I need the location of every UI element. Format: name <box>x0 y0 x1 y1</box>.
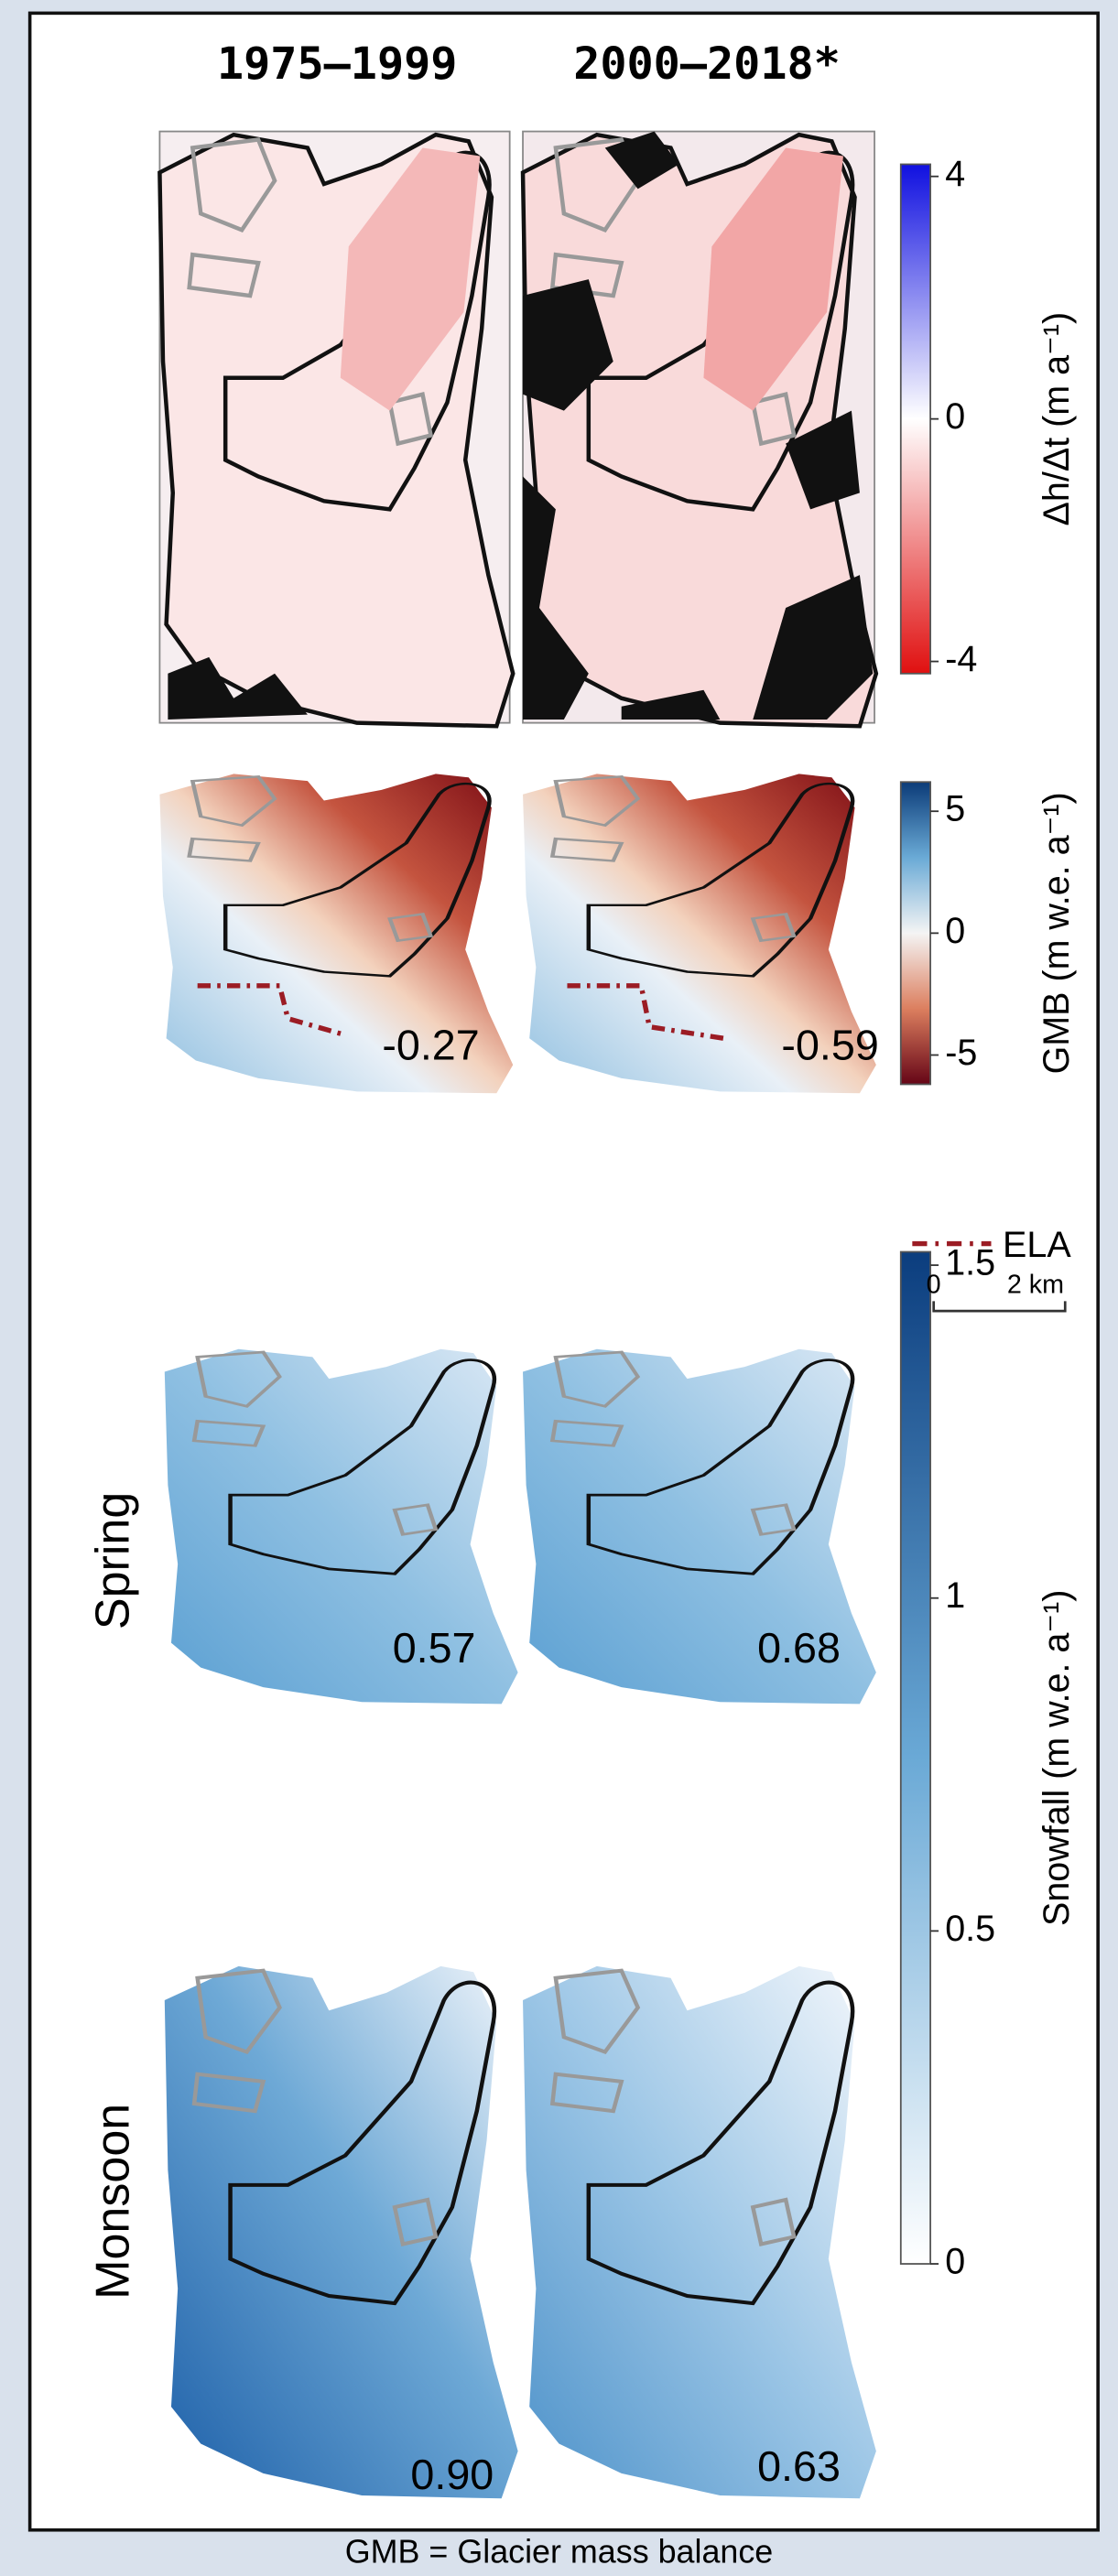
colorbar <box>899 781 931 1086</box>
scale-label: 2 km <box>1007 1270 1064 1299</box>
colorbar-tick-label: -4 <box>945 639 977 679</box>
colorbar-tick-label: 0 <box>945 911 965 951</box>
colorbar <box>899 163 931 675</box>
panel-value: -0.59 <box>781 1022 878 1069</box>
caption: GMB = Glacier mass balance <box>345 2534 774 2571</box>
row-label: Monsoon <box>86 2104 139 2300</box>
monsoon-map <box>523 1965 876 2499</box>
panel-value: 0.68 <box>757 1624 841 1672</box>
colorbar-label: Δh/Δt (m a⁻¹) <box>1037 312 1077 526</box>
column-header: 2000–2018* <box>573 38 841 90</box>
dhdt-map <box>523 130 876 727</box>
colorbar-label: GMB (m w.e. a⁻¹) <box>1037 792 1077 1074</box>
ela-line <box>567 983 724 1041</box>
colorbar-tick-label: 0 <box>945 396 965 437</box>
colorbar-tick-label: -5 <box>945 1033 977 1073</box>
row-label: Spring <box>86 1492 139 1629</box>
scale-label: 0 <box>927 1270 941 1299</box>
scale-bar <box>932 1301 1067 1313</box>
panel-value: -0.27 <box>382 1022 479 1069</box>
colorbar-label: Snowfall (m w.e. a⁻¹) <box>1037 1590 1077 1926</box>
monsoon-map <box>164 1965 518 2499</box>
legend-label: ELA <box>1003 1225 1071 1265</box>
colorbar-tick-label: 0 <box>945 2241 965 2281</box>
column-header: 1975–1999 <box>217 38 457 90</box>
colorbar-tick-label: 1 <box>945 1575 965 1616</box>
colorbar-tick-label: 5 <box>945 789 965 829</box>
ela-line <box>197 983 346 1038</box>
panel-value: 0.57 <box>393 1624 476 1672</box>
panel-value: 0.90 <box>410 2451 494 2498</box>
colorbar-tick-label: 0.5 <box>945 1909 995 1949</box>
dhdt-map <box>159 130 513 727</box>
colorbar <box>899 1250 931 2265</box>
panel-value: 0.63 <box>757 2442 841 2490</box>
colorbar-tick-label: 1.5 <box>945 1242 995 1283</box>
colorbar-tick-label: 4 <box>945 154 965 194</box>
